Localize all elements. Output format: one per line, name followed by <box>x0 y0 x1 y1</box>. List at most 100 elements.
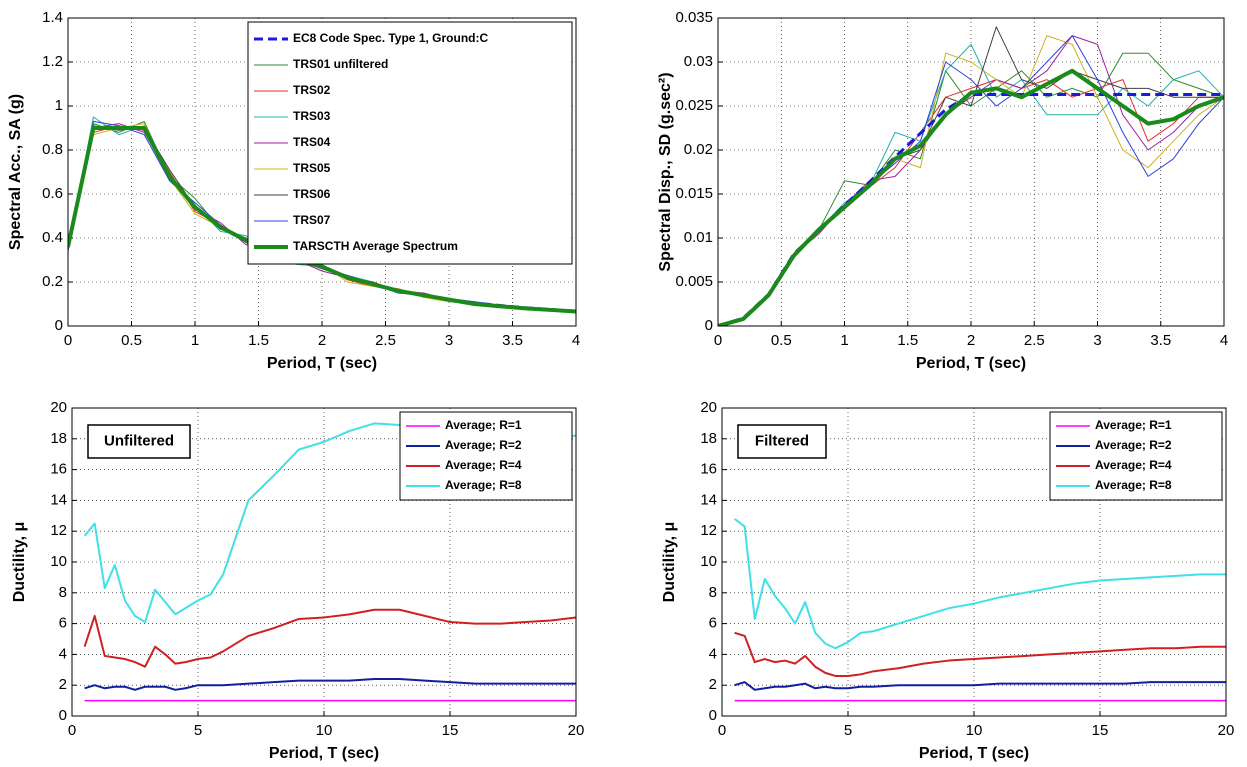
y-tick-label: 0.035 <box>675 9 713 26</box>
annotation-box <box>737 424 827 459</box>
y-tick-label: 10 <box>50 553 67 570</box>
x-tick-label: 3.5 <box>1150 332 1171 349</box>
x-tick-label: 2.5 <box>375 332 396 349</box>
y-tick-label: 6 <box>59 615 67 632</box>
x-tick-label: 2 <box>318 332 326 349</box>
x-tick-label: 20 <box>568 722 585 739</box>
y-axis-label: Spectral Acc., SA (g) <box>7 94 24 250</box>
legend-label: TRS05 <box>293 161 331 175</box>
y-tick-label: 0 <box>705 317 713 334</box>
legend-label: Average; R=2 <box>1095 438 1172 452</box>
x-tick-label: 4 <box>1220 332 1228 349</box>
x-axis-label: Period, T (sec) <box>919 745 1029 762</box>
annotation: Filtered <box>755 432 809 449</box>
series-line <box>734 631 1226 677</box>
y-tick-label: 0.03 <box>684 53 713 70</box>
y-tick-label: 2 <box>709 676 717 693</box>
y-axis-label: Ductility, μ <box>661 522 678 603</box>
series-line <box>734 681 1226 691</box>
y-tick-label: 0 <box>59 707 67 724</box>
legend-label: Average; R=8 <box>445 478 522 492</box>
x-axis-label: Period, T (sec) <box>267 355 377 372</box>
legend-label: TRS03 <box>293 109 331 123</box>
y-tick-label: 18 <box>700 430 717 447</box>
y-tick-label: 0.4 <box>42 229 63 246</box>
axes-frame <box>717 17 1225 327</box>
legend-label: TRS02 <box>293 83 331 97</box>
y-tick-label: 0.2 <box>42 273 63 290</box>
axes-frame <box>71 407 577 717</box>
legend-label: TRS04 <box>293 135 331 149</box>
y-tick-label: 1 <box>55 97 63 114</box>
x-axis-label: Period, T (sec) <box>269 745 379 762</box>
axes-frame <box>67 17 577 327</box>
y-axis-label: Ductility, μ <box>11 522 28 603</box>
y-tick-label: 4 <box>59 645 67 662</box>
legend-label: TRS01 unfiltered <box>293 57 388 71</box>
x-tick-label: 0 <box>64 332 72 349</box>
y-tick-label: 0 <box>55 317 63 334</box>
y-tick-label: 1.4 <box>42 9 63 26</box>
x-tick-label: 3.5 <box>502 332 523 349</box>
y-tick-label: 0.8 <box>42 141 63 158</box>
x-tick-label: 0.5 <box>771 332 792 349</box>
legend-box <box>247 21 573 265</box>
x-tick-label: 1.5 <box>248 332 269 349</box>
x-tick-label: 5 <box>194 722 202 739</box>
x-tick-label: 1.5 <box>897 332 918 349</box>
x-tick-label: 1 <box>191 332 199 349</box>
legend-label: Average; R=4 <box>1095 458 1172 472</box>
y-tick-label: 8 <box>59 584 67 601</box>
x-tick-label: 15 <box>1092 722 1109 739</box>
y-tick-label: 0.015 <box>675 185 713 202</box>
x-tick-label: 0 <box>718 722 726 739</box>
legend-label: Average; R=4 <box>445 458 522 472</box>
y-tick-label: 0.01 <box>684 229 713 246</box>
annotation: Unfiltered <box>104 432 174 449</box>
y-tick-label: 20 <box>700 399 717 416</box>
x-tick-label: 2.5 <box>1024 332 1045 349</box>
axes-frame <box>721 407 1227 717</box>
x-tick-label: 1 <box>840 332 848 349</box>
plot-area <box>718 18 1224 326</box>
x-axis-label: Period, T (sec) <box>916 355 1026 372</box>
x-tick-label: 0.5 <box>121 332 142 349</box>
y-axis-label: Spectral Disp., SD (g.sec²) <box>657 72 674 271</box>
legend-label: TARSCTH Average Spectrum <box>293 239 458 253</box>
y-tick-label: 12 <box>700 522 717 539</box>
y-tick-label: 2 <box>59 676 67 693</box>
y-tick-label: 16 <box>50 461 67 478</box>
y-tick-label: 12 <box>50 522 67 539</box>
y-tick-label: 14 <box>700 491 717 508</box>
y-tick-label: 6 <box>709 615 717 632</box>
y-tick-label: 16 <box>700 461 717 478</box>
x-tick-label: 10 <box>316 722 333 739</box>
y-tick-label: 0.005 <box>675 273 713 290</box>
y-tick-label: 0.02 <box>684 141 713 158</box>
x-tick-label: 0 <box>714 332 722 349</box>
y-tick-label: 0 <box>709 707 717 724</box>
x-tick-label: 20 <box>1218 722 1235 739</box>
x-tick-label: 15 <box>442 722 459 739</box>
legend-label: EC8 Code Spec. Type 1, Ground:C <box>293 31 488 45</box>
legend-label: TRS07 <box>293 213 331 227</box>
x-tick-label: 4 <box>572 332 580 349</box>
legend-label: Average; R=8 <box>1095 478 1172 492</box>
series-line <box>718 68 1224 326</box>
series-line <box>68 126 576 314</box>
y-tick-label: 0.025 <box>675 97 713 114</box>
y-tick-label: 0.6 <box>42 185 63 202</box>
legend-label: Average; R=1 <box>1095 418 1172 432</box>
x-tick-label: 5 <box>844 722 852 739</box>
x-tick-label: 2 <box>967 332 975 349</box>
y-tick-label: 20 <box>50 399 67 416</box>
annotation-box <box>87 424 191 459</box>
y-tick-label: 1.2 <box>42 53 63 70</box>
x-tick-label: 10 <box>966 722 983 739</box>
series-line <box>733 518 1226 650</box>
x-tick-label: 3 <box>445 332 453 349</box>
series-line <box>83 608 576 668</box>
y-tick-label: 14 <box>50 491 67 508</box>
y-tick-label: 8 <box>709 584 717 601</box>
